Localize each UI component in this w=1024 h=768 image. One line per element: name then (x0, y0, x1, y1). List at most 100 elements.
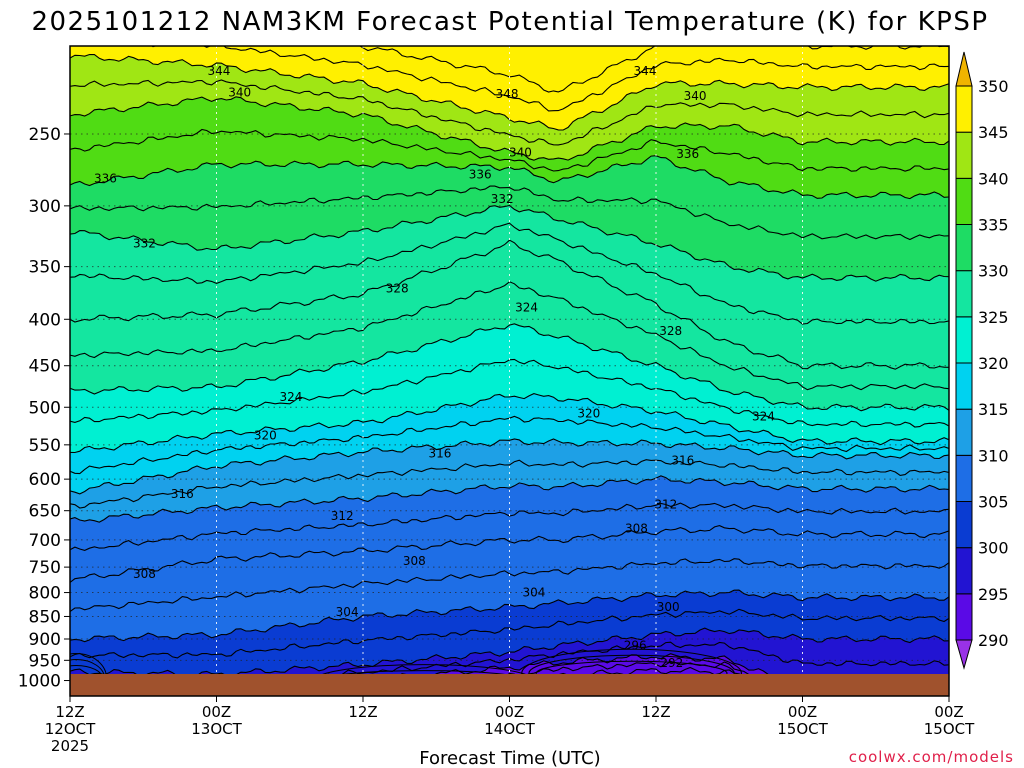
contour-label: 308 (133, 567, 156, 581)
y-tick-label: 700 (29, 531, 61, 551)
colorbar-bin (955, 454, 973, 503)
x-tick-label: 00Z (495, 703, 524, 721)
colorbar-bin (955, 362, 973, 410)
contour-label: 296 (624, 639, 647, 653)
contour-label: 340 (509, 145, 532, 159)
x-tick-label: 15OCT (924, 720, 975, 738)
contour-label: 316 (171, 487, 194, 501)
x-tick-label: 12OCT (45, 720, 96, 738)
y-tick-label: 650 (29, 502, 61, 522)
contour-label: 308 (403, 554, 426, 568)
y-tick-label: 950 (29, 651, 61, 671)
colorbar-bin (955, 501, 973, 549)
theta-fills (70, 46, 949, 696)
colorbar-label: 310 (978, 446, 1009, 465)
y-tick-label: 250 (29, 125, 61, 145)
contour-line (70, 475, 949, 523)
y-tick-label: 400 (29, 310, 61, 330)
y-tick-label: 500 (29, 398, 61, 418)
x-tick-label: 13OCT (191, 720, 242, 738)
x-tick-label: 12Z (641, 703, 670, 721)
colorbar-bin (955, 639, 973, 670)
colorbar: 290 295 300 305 310 315 320 325 330 335 340 345 350 (955, 51, 1009, 670)
contour-line (70, 204, 949, 282)
contour-label: 292 (660, 656, 683, 670)
contour-label: 348 (496, 87, 519, 101)
colorbar-label: 305 (978, 493, 1009, 512)
contour-label: 344 (634, 64, 657, 78)
contour-labels: 344 340 336 332 348 344 340 340 336 332 336 328 324 3… (94, 64, 775, 670)
x-tick-label: 15OCT (777, 720, 828, 738)
y-tick-label: 350 (29, 258, 61, 278)
credit-text: coolwx.com/models (849, 748, 1014, 766)
colorbar-bin (955, 593, 973, 641)
x-tick-label: 12Z (55, 703, 84, 721)
colorbar-label: 290 (978, 631, 1009, 650)
contour-label: 340 (684, 89, 707, 103)
contour-label: 316 (671, 453, 694, 467)
y-tick-label: 600 (29, 470, 61, 490)
x-tick-label: 00Z (788, 703, 817, 721)
contour-label: 312 (331, 509, 354, 523)
contour-label: 332 (133, 236, 156, 250)
colorbar-label: 350 (978, 77, 1009, 96)
y-tick-label: 800 (29, 584, 61, 604)
x-axis-label: Forecast Time (UTC) (419, 748, 600, 768)
contour-label: 320 (254, 428, 277, 442)
contour-line (70, 459, 949, 509)
plot-area: 344 340 336 332 348 344 340 340 336 332 336 328 324 3… (69, 45, 950, 697)
x-tick-label: 12Z (348, 703, 377, 721)
colorbar-bin (955, 177, 973, 225)
colorbar-label: 315 (978, 400, 1009, 419)
y-tick-label: 550 (29, 436, 61, 456)
contour-label: 316 (428, 446, 451, 460)
y-tick-label: 850 (29, 607, 61, 627)
colorbar-bin (955, 270, 973, 318)
x-tick-label: 00Z (934, 703, 963, 721)
fill-band (359, 46, 949, 92)
y-tick-label: 900 (29, 630, 61, 650)
y-axis: 250 300 350 400 450 500 550 600 650 700 750 800 850 9… (18, 125, 70, 692)
colorbar-label: 325 (978, 308, 1009, 327)
ground-surface (70, 674, 949, 696)
contour-line (70, 608, 949, 659)
colorbar-bin (955, 224, 973, 272)
colorbar-label: 320 (978, 354, 1009, 373)
contour-line (150, 46, 949, 112)
contour-label: 304 (336, 605, 359, 619)
colorbar-label: 330 (978, 262, 1009, 281)
contour-label: 320 (577, 407, 600, 421)
colorbar-label: 340 (978, 169, 1009, 188)
contour-label: 324 (280, 390, 303, 404)
contour-line (70, 79, 949, 146)
contour-line (70, 393, 949, 454)
contour-label: 312 (654, 498, 677, 512)
colorbar-bin (955, 131, 973, 179)
contour-label: 344 (207, 64, 230, 78)
x-tick-label: 14OCT (484, 720, 535, 738)
colorbar-bin (955, 51, 973, 87)
colorbar-bin (955, 408, 973, 456)
contour-label: 340 (228, 85, 251, 99)
contour-label: 308 (625, 521, 648, 535)
y-tick-label: 750 (29, 558, 61, 578)
contour-line (70, 185, 949, 241)
x-tick-label: 2025 (51, 737, 89, 755)
colorbar-label: 300 (978, 539, 1009, 558)
colorbar-label: 295 (978, 585, 1009, 604)
contour-line (70, 323, 949, 412)
y-tick-label: 300 (29, 197, 61, 217)
contour-label: 336 (676, 147, 699, 161)
chart-title: 2025101212 NAM3KM Forecast Potential Tem… (31, 7, 988, 37)
contour-label: 304 (522, 586, 545, 600)
x-tick-label: 00Z (202, 703, 231, 721)
contour-line (70, 222, 949, 325)
contour-label: 332 (491, 192, 514, 206)
colorbar-bin (955, 316, 973, 364)
contour-label: 328 (386, 282, 409, 296)
contour-line (70, 128, 949, 172)
contour-line (70, 558, 949, 612)
contour-label: 336 (469, 167, 492, 181)
